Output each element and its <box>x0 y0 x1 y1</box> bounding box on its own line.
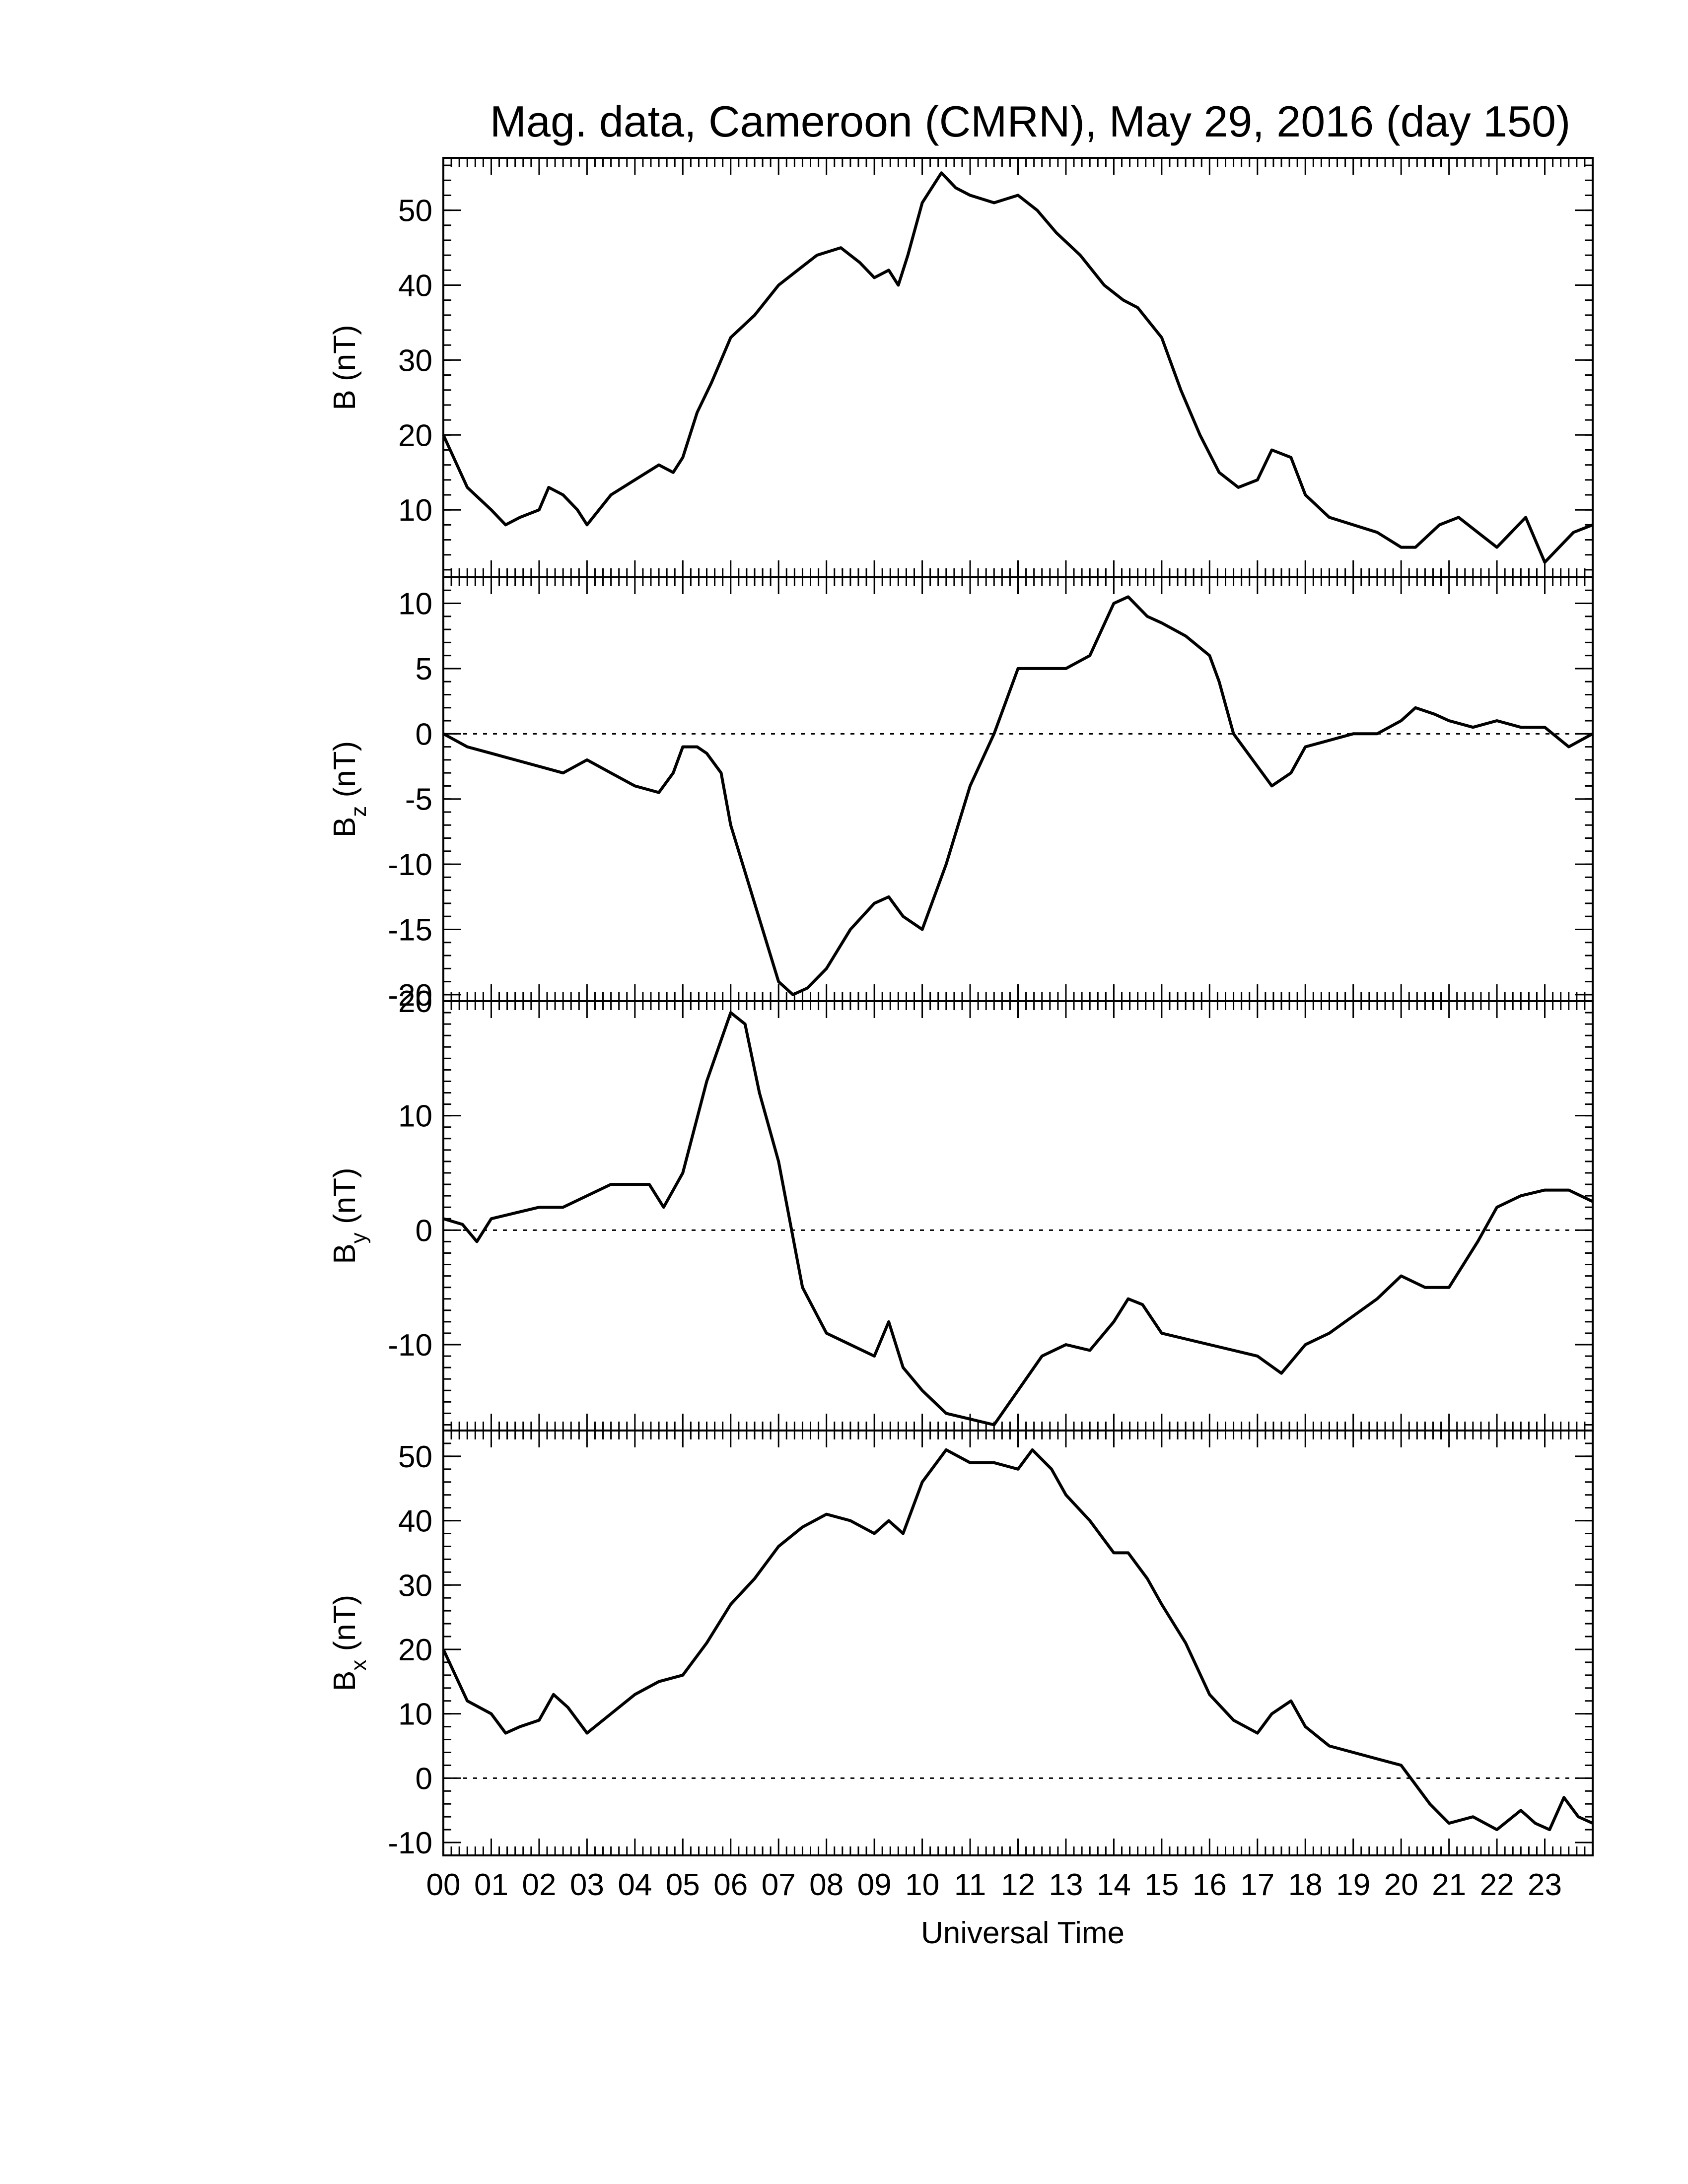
x-tick-label: 02 <box>522 1868 556 1902</box>
x-axis-label: Universal Time <box>921 1916 1125 1950</box>
y-axis-label: B (nT) <box>328 325 362 410</box>
x-tick-label: 20 <box>1384 1868 1418 1902</box>
x-tick-label: 00 <box>426 1868 461 1902</box>
x-tick-label: 05 <box>666 1868 700 1902</box>
y-tick-label: 10 <box>398 587 432 621</box>
y-axis-label: By (nT) <box>328 1167 371 1264</box>
x-tick-label: 04 <box>618 1868 652 1902</box>
x-tick-label: 12 <box>1001 1868 1035 1902</box>
y-tick-label: 10 <box>398 1698 432 1732</box>
y-tick-label: 30 <box>398 1569 432 1603</box>
series-line <box>442 1448 1594 1832</box>
y-tick-label: 5 <box>416 652 432 686</box>
y-tick-label: 20 <box>398 985 432 1019</box>
x-tick-label: 01 <box>474 1868 508 1902</box>
x-tick-label: 06 <box>713 1868 748 1902</box>
y-tick-label: 10 <box>398 1099 432 1134</box>
y-tick-label: -10 <box>388 848 432 882</box>
x-tick-label: 21 <box>1432 1868 1466 1902</box>
x-tick-label: 10 <box>905 1868 939 1902</box>
x-tick-label: 07 <box>762 1868 796 1902</box>
y-tick-label: -10 <box>388 1826 432 1860</box>
x-tick-label: 22 <box>1480 1868 1514 1902</box>
x-tick-label: 08 <box>809 1868 844 1902</box>
y-tick-label: -10 <box>388 1328 432 1363</box>
y-axis-label: Bz (nT) <box>328 741 371 837</box>
x-tick-label: 13 <box>1049 1868 1083 1902</box>
y-tick-label: -5 <box>405 783 432 817</box>
x-tick-label: 09 <box>857 1868 892 1902</box>
x-tick-label: 15 <box>1144 1868 1179 1902</box>
x-tick-label: 23 <box>1528 1868 1562 1902</box>
y-tick-label: 0 <box>416 1214 432 1248</box>
y-tick-label: 40 <box>398 269 432 303</box>
y-tick-label: 40 <box>398 1504 432 1539</box>
x-tick-label: 16 <box>1193 1868 1227 1902</box>
x-tick-label: 19 <box>1336 1868 1370 1902</box>
y-tick-label: 20 <box>398 1633 432 1667</box>
panel-4: -10 0 10 20 30 40 50 Bx (nT) <box>328 1430 1594 1860</box>
y-tick-label: 50 <box>398 1440 432 1474</box>
y-tick-label: 30 <box>398 343 432 378</box>
panels-group: 10 20 30 40 50 B (nT) -20 -15 -10 -5 0 5 10 Bz (nT) -1… <box>328 157 1594 1860</box>
y-tick-label: -20 <box>388 978 432 1013</box>
series-line <box>443 1011 1594 1427</box>
y-tick-label: 20 <box>398 418 432 453</box>
y-axis-label: Bx (nT) <box>328 1595 371 1691</box>
x-tick-label: 11 <box>954 1868 986 1902</box>
series-line <box>442 171 1594 564</box>
panel-3: -10 0 10 20 By (nT) <box>328 985 1594 1432</box>
x-tick-label: 18 <box>1288 1868 1323 1902</box>
series-line <box>442 595 1594 996</box>
y-tick-label: -15 <box>388 913 432 947</box>
y-tick-label: 50 <box>398 194 432 228</box>
y-tick-label: 10 <box>398 493 432 528</box>
x-tick-label: 14 <box>1097 1868 1131 1902</box>
panel-1: 10 20 30 40 50 B (nT) <box>328 157 1594 578</box>
y-tick-label: 0 <box>416 717 432 751</box>
chart-title: Mag. data, Cameroon (CMRN), May 29, 2016… <box>490 97 1571 146</box>
x-tick-label: 03 <box>570 1868 604 1902</box>
x-axis: 00 01 02 03 04 05 06 07 08 09 10 11 12 13 14 15 16 17 18 19… <box>426 1868 1562 1902</box>
y-tick-label: 0 <box>416 1762 432 1796</box>
x-tick-label: 17 <box>1240 1868 1274 1902</box>
